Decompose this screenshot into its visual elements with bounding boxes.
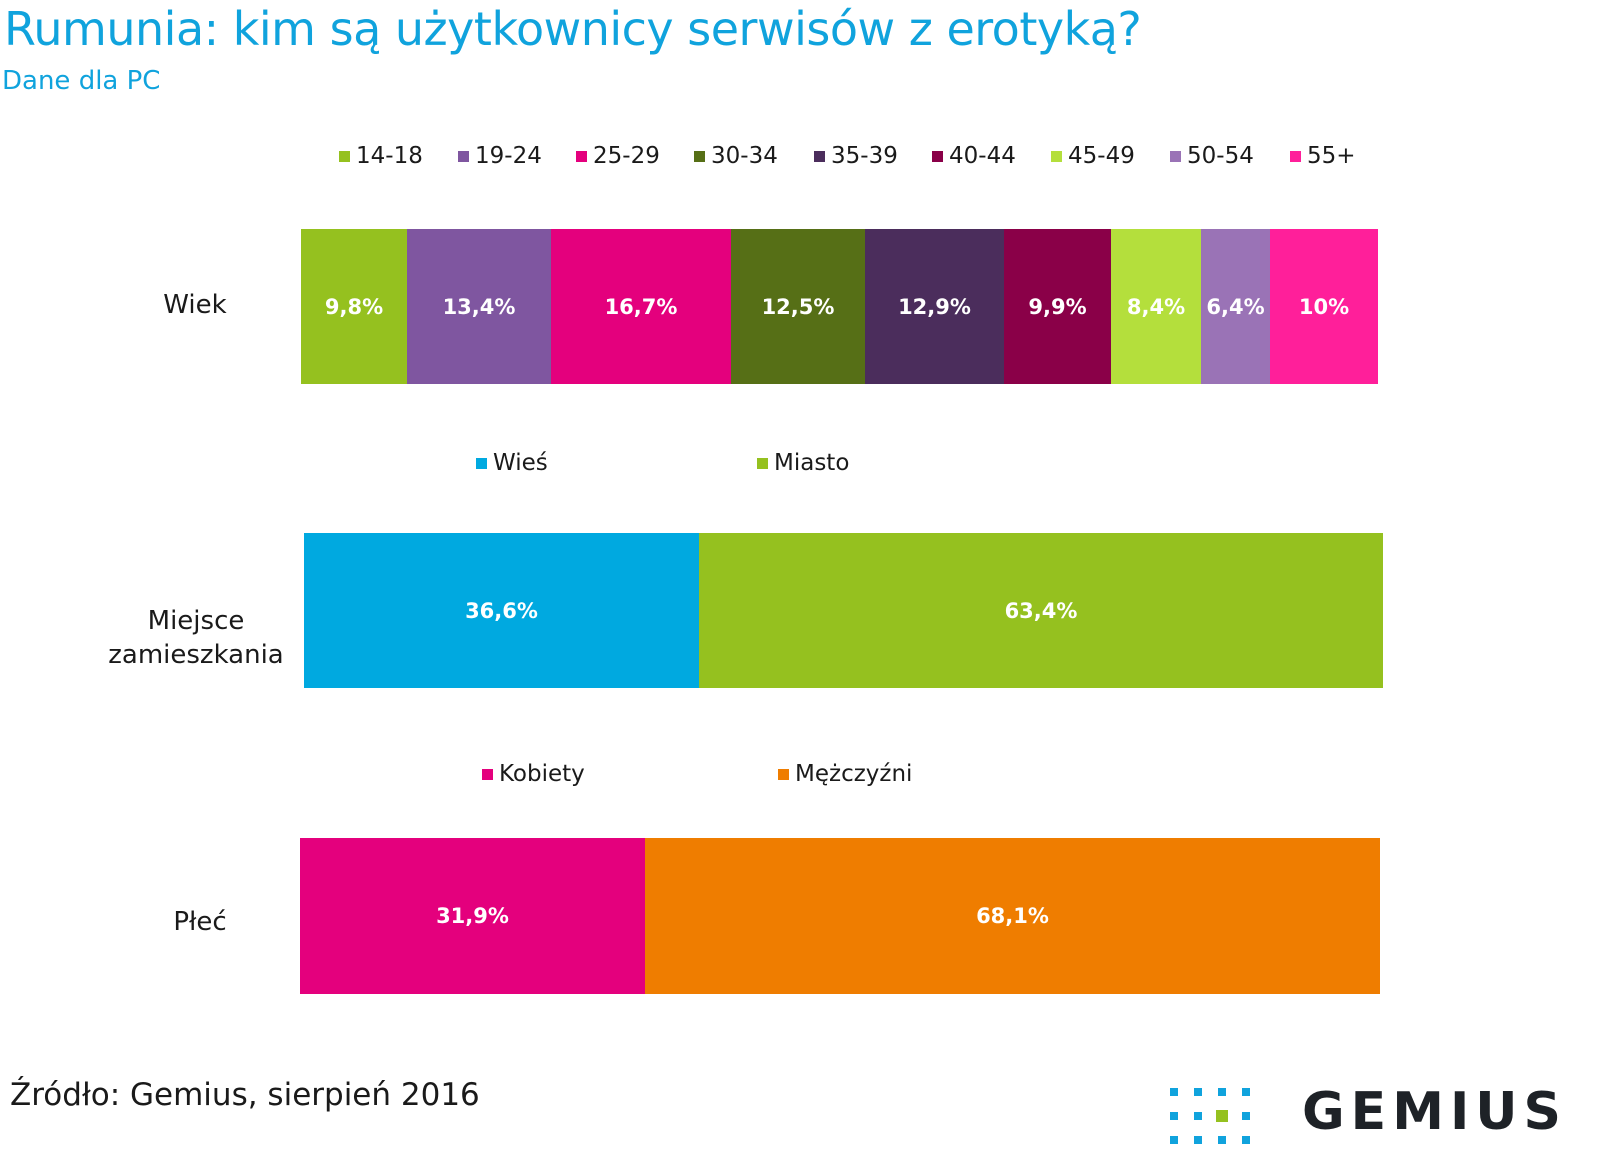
bar-segment: 8,4% [1111,229,1201,384]
bar-miejsce-zamieszkania: 36,6% 63,4% [304,533,1383,688]
bar-segment: 36,6% [304,533,699,688]
legend-item: 19-24 [458,141,542,171]
data-label: 9,9% [1028,294,1087,319]
legend-swatch [757,457,768,469]
legend-swatch [1170,150,1181,162]
bar-segment: 12,5% [731,229,865,384]
row-label-wiek: Wiek [163,290,227,320]
legend-label: Kobiety [499,761,585,787]
logo-dots-icon [1170,1088,1250,1144]
legend-swatch [476,457,487,469]
legend-item: Wieś [476,448,548,478]
legend-item: 35-39 [814,141,898,171]
legend-item: 40-44 [932,141,1016,171]
legend-label: Miasto [774,450,850,476]
logo-text: GEMIUS [1302,1082,1567,1142]
bar-segment: 16,7% [551,229,731,384]
bar-płeć: 31,9% 68,1% [300,838,1380,994]
legend-swatch [932,150,943,162]
legend-label: 40-44 [949,143,1016,169]
legend-swatch [814,150,825,162]
legend-label: 30-34 [711,143,778,169]
data-label: 13,4% [442,294,516,319]
chart-subtitle: Dane dla PC [2,66,161,96]
legend-swatch [339,150,350,162]
data-label: 12,9% [898,294,971,319]
bar-segment: 9,8% [301,229,407,384]
legend-item: Kobiety [482,759,585,789]
legend-swatch [1290,150,1301,162]
legend-swatch [458,150,469,162]
bar-wiek: 9,8% 13,4% 16,7% 12,5% 12,9% 9,9% 8,4% 6,4% 10% [301,229,1378,384]
legend-swatch [694,150,705,162]
bar-segment: 12,9% [865,229,1004,384]
data-label: 9,8% [324,294,384,319]
data-label: 12,5% [761,294,835,319]
legend-label: 35-39 [831,143,898,169]
row-label-płeć: Płeć [173,907,227,937]
legend-label: 50-54 [1187,143,1254,169]
legend-swatch [482,768,493,780]
legend-label: 55+ [1307,143,1356,169]
legend-item: 14-18 [339,141,423,171]
data-label: 8,4% [1126,294,1186,319]
legend-swatch [778,768,789,780]
legend-label: Mężczyźni [795,761,913,787]
legend-item: 55+ [1290,141,1356,171]
bar-segment: 68,1% [645,838,1380,994]
gemius-logo: GEMIUS [1168,1082,1598,1152]
row-label-miejsce-zamieszkania: Miejsce zamieszkania [108,606,284,670]
legend-item: 25-29 [576,141,660,171]
data-label: 31,9% [436,904,509,928]
legend-swatch [1051,150,1062,162]
data-label: 68,1% [976,904,1049,928]
data-label: 6,4% [1206,294,1265,319]
legend-swatch [576,150,587,162]
legend-item: 50-54 [1170,141,1254,171]
source-note: Źródło: Gemius, sierpień 2016 [10,1077,480,1113]
bar-segment: 10% [1270,229,1378,384]
bar-segment: 6,4% [1201,229,1270,384]
data-label: 36,6% [465,598,538,623]
data-label: 10% [1298,294,1350,319]
legend-label: 14-18 [356,143,423,169]
chart-title: Rumunia: kim są użytkownicy serwisów z e… [4,2,1142,56]
legend-item: 45-49 [1051,141,1135,171]
data-label: 16,7% [604,294,678,319]
bar-segment: 9,9% [1004,229,1111,384]
legend-item: 30-34 [694,141,778,171]
legend-label: Wieś [493,450,548,476]
legend-label: 45-49 [1068,143,1135,169]
data-label: 63,4% [1004,598,1078,623]
legend-label: 25-29 [593,143,660,169]
legend-item: Miasto [757,448,849,478]
legend-label: 19-24 [475,143,542,169]
bar-segment: 63,4% [699,533,1383,688]
legend-item: Mężczyźni [778,759,912,789]
bar-segment: 13,4% [407,229,551,384]
bar-segment: 31,9% [300,838,645,994]
